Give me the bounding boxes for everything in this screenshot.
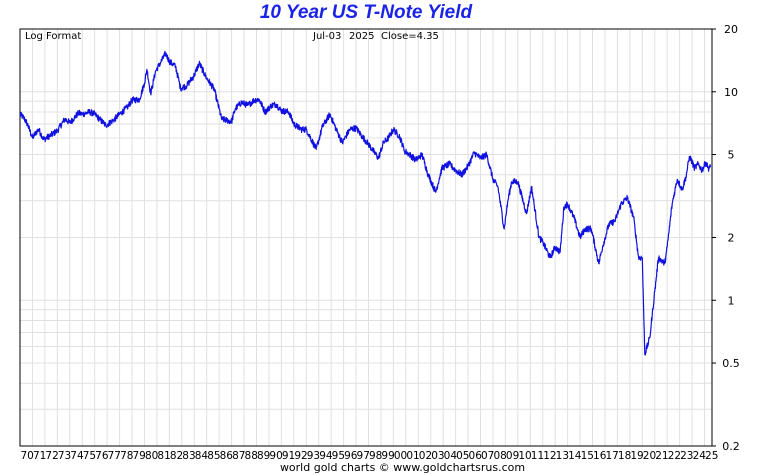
x-tick-label: 74 bbox=[70, 450, 84, 462]
x-tick-label: 24 bbox=[693, 450, 707, 462]
x-tick-label: 00 bbox=[394, 450, 407, 462]
x-tick-label: 76 bbox=[95, 450, 109, 462]
x-tick-label: 04 bbox=[444, 450, 458, 462]
x-tick-label: 79 bbox=[133, 450, 146, 462]
y-tick-label: 1 bbox=[728, 294, 735, 307]
x-tick-label: 22 bbox=[668, 450, 681, 462]
y-tick-label: 10 bbox=[724, 86, 738, 99]
x-tick-label: 88 bbox=[245, 450, 258, 462]
x-tick-label: 05 bbox=[456, 450, 469, 462]
y-tick-label: 2 bbox=[728, 232, 735, 245]
x-tick-label: 09 bbox=[506, 450, 519, 462]
y-axis: 0.2 0.5 1 2 5 10 20 bbox=[712, 23, 740, 453]
last-year-label: 2025 bbox=[349, 31, 374, 42]
x-tick-label: 02 bbox=[419, 450, 432, 462]
close-value-label: Close=4.35 bbox=[381, 31, 439, 42]
x-tick-label: 18 bbox=[618, 450, 631, 462]
x-tick-label: 14 bbox=[568, 450, 582, 462]
x-tick-label: 81 bbox=[157, 450, 170, 462]
x-tick-label: 03 bbox=[431, 450, 444, 462]
x-tick-label: 17 bbox=[605, 450, 618, 462]
last-date-label: Jul-03 bbox=[312, 31, 341, 42]
x-tick-label: 70 bbox=[21, 450, 34, 462]
x-tick-label: 85 bbox=[207, 450, 220, 462]
x-tick-label: 71 bbox=[33, 450, 46, 462]
x-tick-label: 99 bbox=[381, 450, 394, 462]
x-tick-label: 07 bbox=[481, 450, 494, 462]
x-tick-label: 21 bbox=[655, 450, 668, 462]
x-tick-label: 96 bbox=[344, 450, 358, 462]
x-tick-label: 89 bbox=[257, 450, 270, 462]
x-tick-label: 13 bbox=[556, 450, 569, 462]
x-tick-label: 83 bbox=[182, 450, 195, 462]
x-tick-label: 23 bbox=[680, 450, 693, 462]
x-tick-label: 20 bbox=[643, 450, 656, 462]
x-tick-label: 98 bbox=[369, 450, 382, 462]
x-tick-label: 12 bbox=[543, 450, 556, 462]
x-tick-label: 91 bbox=[282, 450, 295, 462]
x-tick-label: 87 bbox=[232, 450, 245, 462]
x-tick-label: 06 bbox=[469, 450, 483, 462]
x-tick-label: 16 bbox=[593, 450, 607, 462]
x-tick-label: 92 bbox=[294, 450, 307, 462]
x-tick-label: 90 bbox=[269, 450, 282, 462]
x-tick-label: 95 bbox=[332, 450, 345, 462]
x-tick-label: 75 bbox=[83, 450, 96, 462]
x-tick-label: 01 bbox=[406, 450, 419, 462]
x-tick-label: 82 bbox=[170, 450, 183, 462]
x-tick-label: 73 bbox=[58, 450, 71, 462]
x-tick-label: 72 bbox=[45, 450, 58, 462]
y-tick-label: 0.2 bbox=[722, 440, 740, 453]
y-tick-label: 5 bbox=[728, 149, 735, 162]
x-tick-label: 15 bbox=[581, 450, 594, 462]
chart-title: 10 Year US T-Note Yield bbox=[259, 2, 473, 23]
x-tick-label: 77 bbox=[108, 450, 121, 462]
log-format-label: Log Format bbox=[25, 31, 81, 42]
x-tick-label: 80 bbox=[145, 450, 158, 462]
x-axis: 70 71 72 73 74 75 76 77 78 79 80 81 82 83 84 85 86 87 88 89… bbox=[21, 450, 719, 462]
x-tick-label: 08 bbox=[493, 450, 506, 462]
grid-lines bbox=[19, 28, 712, 447]
y-tick-label: 0.5 bbox=[722, 357, 740, 370]
x-tick-label: 11 bbox=[531, 450, 544, 462]
x-tick-label: 10 bbox=[518, 450, 531, 462]
y-tick-label: 20 bbox=[724, 23, 738, 36]
x-tick-label: 94 bbox=[319, 450, 333, 462]
x-tick-label: 19 bbox=[630, 450, 643, 462]
x-tick-label: 25 bbox=[705, 450, 718, 462]
footer-credit: world gold charts © www.goldchartsrus.co… bbox=[279, 461, 526, 474]
x-tick-label: 97 bbox=[357, 450, 370, 462]
x-tick-label: 86 bbox=[220, 450, 234, 462]
x-tick-label: 78 bbox=[120, 450, 133, 462]
x-tick-label: 93 bbox=[307, 450, 320, 462]
x-tick-label: 84 bbox=[195, 450, 209, 462]
yield-series-line bbox=[19, 50, 712, 356]
